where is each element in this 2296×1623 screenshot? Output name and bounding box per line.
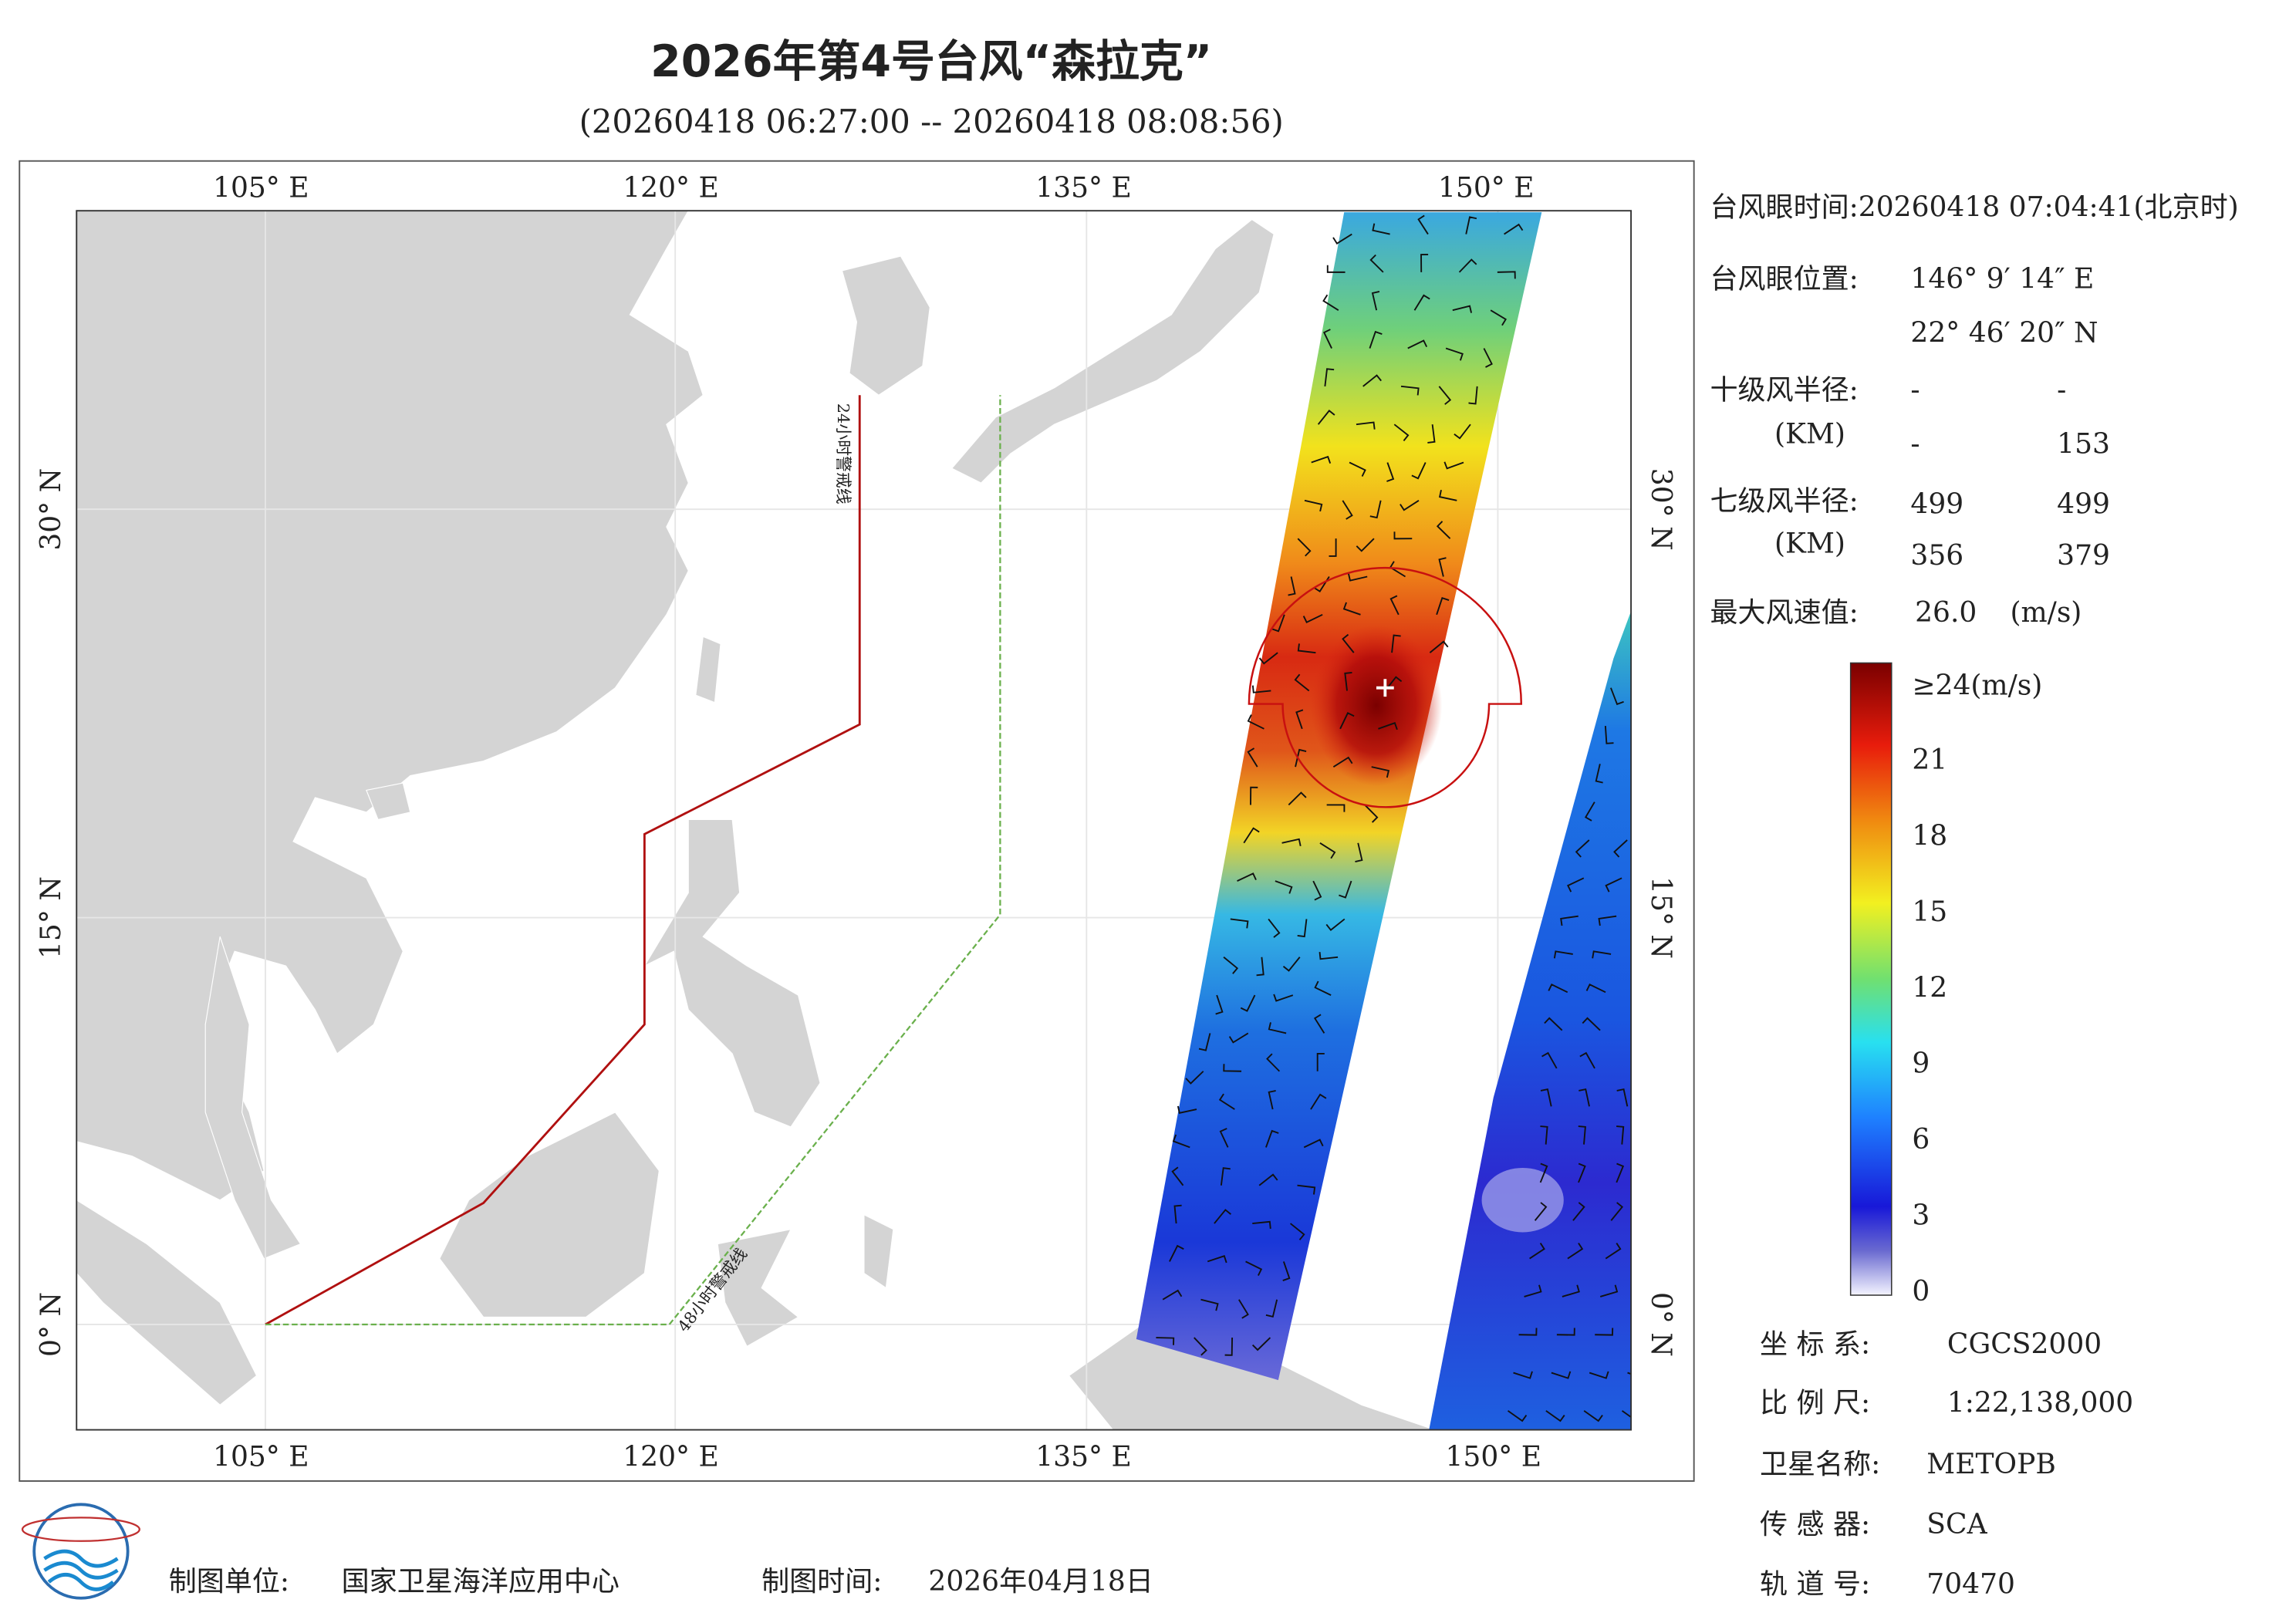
colorbar-tick-label: 6 [1912, 1124, 1930, 1156]
lat-label-right: 0° N [1645, 1292, 1676, 1357]
subtitle: (20260418 06:27:00 -- 20260418 08:08:56) [579, 103, 1284, 140]
max-wind-value: 26.0 [1915, 597, 1977, 629]
r10-value: - [1910, 374, 1920, 406]
lat-label-right: 15° N [1645, 876, 1676, 959]
sulawesi [717, 1228, 799, 1348]
metadata: 坐 标 系: CGCS2000 比 例 尺: 1:22,138,000 卫星名称… [1760, 1328, 2133, 1600]
logo [21, 1503, 140, 1600]
warning-label-24h: 24小时警戒线 [834, 403, 853, 504]
warning-line-24h [265, 395, 861, 1326]
meta-label: 比 例 尺: [1760, 1387, 1870, 1419]
km-label: (KM) [1774, 418, 1845, 450]
meta-label: 卫星名称: [1760, 1449, 1880, 1480]
typhoon-eye [1376, 679, 1394, 697]
map-area: 24小时警戒线 48小时警戒线 [76, 211, 1632, 1430]
map-frame [76, 210, 1633, 1431]
axis-labels: 105° E 120° E 135° E 150° E 105° E 120° … [35, 173, 1676, 1473]
meta-label: 传 感 器: [1760, 1509, 1870, 1540]
eye-position-label: 台风眼位置: [1710, 263, 1859, 295]
r7-value: 499 [1910, 488, 1963, 520]
r10-label: 十级风半径: [1710, 374, 1859, 406]
r10-value: - [1910, 429, 1920, 461]
r10-value: - [2057, 374, 2066, 406]
logo-waves [43, 1549, 119, 1591]
lon-label-bottom: 120° E [623, 1442, 719, 1473]
warning-line-48h [265, 395, 1001, 1326]
colorbar-tick-label: 3 [1912, 1200, 1930, 1232]
r7-value: 379 [2057, 540, 2110, 572]
max-wind-label: 最大风速值: [1710, 597, 1859, 629]
eye-lon: 146° 9′ 14″ E [1910, 263, 2094, 295]
taiwan [695, 636, 721, 704]
r7-label: 七级风半径: [1710, 486, 1859, 518]
eye-lat: 22° 46′ 20″ N [1910, 317, 2098, 349]
borneo [439, 1112, 660, 1318]
lat-label-left: 30° N [35, 468, 67, 551]
lat-label-right: 30° N [1645, 468, 1676, 551]
eye-time: 台风眼时间:20260418 07:04:41(北京时) [1710, 191, 2239, 223]
korea [841, 255, 930, 396]
wind-barb [1156, 214, 1632, 1422]
lon-label-bottom: 105° E [213, 1442, 309, 1473]
meta-label: 坐 标 系: [1760, 1328, 1870, 1360]
meta-label: 轨 道 号: [1760, 1569, 1870, 1601]
lat-label-left: 0° N [35, 1292, 67, 1357]
footer-time-label: 制图时间: [761, 1566, 882, 1598]
lon-label-bottom: 150° E [1445, 1442, 1541, 1473]
footer-time: 2026年04月18日 [928, 1566, 1153, 1598]
colorbar-tick-label: 0 [1912, 1276, 1930, 1308]
colorbar-top-label: ≥24(m/s) [1912, 670, 2042, 702]
meta-value: CGCS2000 [1947, 1328, 2102, 1360]
colorbar-tick-label: 9 [1912, 1048, 1930, 1080]
colorbar-ramp [1849, 662, 1893, 1296]
colorbar-tick-label: 21 [1912, 744, 1947, 776]
footer-unit: 国家卫星海洋应用中心 [342, 1566, 620, 1598]
km-label: (KM) [1774, 528, 1845, 560]
low-wind-area [1481, 1167, 1564, 1233]
lon-label-top: 105° E [213, 173, 309, 204]
wind-swath [1429, 611, 1632, 1430]
meta-value: SCA [1926, 1509, 1987, 1540]
map-frame-outer [19, 160, 1695, 1482]
colorbar-tick-label: 15 [1912, 896, 1947, 928]
colorbar-tick-label: 12 [1912, 972, 1947, 1004]
meta-value: 70470 [1926, 1569, 2015, 1601]
logo-orbit [21, 1517, 140, 1542]
r10-value: 153 [2057, 429, 2110, 461]
lon-label-top: 150° E [1438, 173, 1535, 204]
title: 2026年第4号台风“森拉克” [650, 36, 1212, 87]
max-wind-unit: (m/s) [2010, 597, 2082, 629]
wind-core [1310, 625, 1443, 786]
meta-value: 1:22,138,000 [1947, 1387, 2133, 1419]
wind-barbs [1156, 214, 1632, 1422]
typhoon-wind-circle [1248, 566, 1523, 808]
colorbar-tick-label: 18 [1912, 820, 1947, 852]
philippines [643, 818, 821, 1128]
japan [950, 218, 1275, 484]
lon-label-bottom: 135° E [1035, 1442, 1132, 1473]
footer: 制图单位: 国家卫星海洋应用中心 制图时间: 2026年04月18日 [169, 1566, 1153, 1598]
sumatra [76, 1200, 258, 1406]
footer-unit-label: 制图单位: [169, 1566, 289, 1598]
malay-peninsula [204, 936, 302, 1260]
info-panel: 台风眼时间:20260418 07:04:41(北京时) 台风眼位置: 146°… [1710, 191, 2239, 629]
halmahera [863, 1213, 894, 1289]
r7-value: 356 [1910, 540, 1963, 572]
meta-value: METOPB [1926, 1449, 2056, 1480]
colorbar: ≥24(m/s) 0 3 6 9 12 15 18 21 [1849, 662, 2042, 1308]
lon-label-top: 120° E [623, 173, 719, 204]
hainan [366, 782, 411, 821]
lon-label-top: 135° E [1035, 173, 1132, 204]
r7-value: 499 [2057, 488, 2110, 520]
lat-label-left: 15° N [35, 876, 67, 959]
